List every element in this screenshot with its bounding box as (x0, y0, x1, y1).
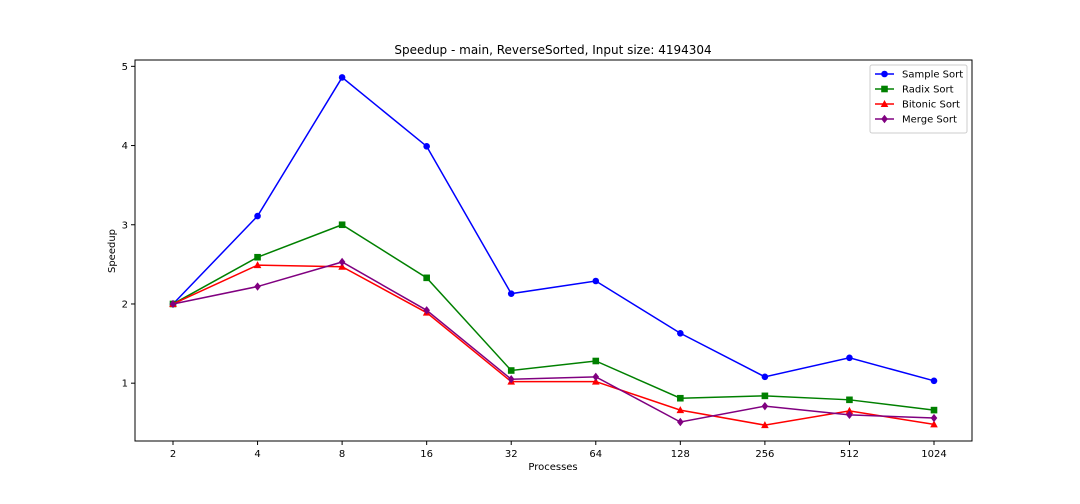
y-tick-label: 4 (122, 141, 128, 152)
bitonic-sort-series (169, 261, 938, 429)
plot-area-frame (134, 59, 973, 442)
sample-sort-point (254, 212, 261, 220)
legend-label-radix-sort: Radix Sort (902, 85, 954, 96)
merge-sort-point (254, 282, 261, 291)
x-tick-label: 16 (420, 449, 433, 460)
bitonic-sort-point (845, 406, 854, 414)
merge-sort-point (423, 306, 430, 315)
merge-sort-point (338, 257, 346, 267)
legend-label-sample-sort: Sample Sort (902, 70, 963, 81)
bitonic-sort-point (591, 377, 600, 385)
bitonic-sort-point (253, 261, 262, 269)
y-tick-label: 5 (122, 62, 128, 73)
bitonic-sort-point (338, 262, 346, 270)
merge-sort-point (592, 372, 600, 382)
sample-sort-point (761, 373, 769, 381)
merge-sort-point (677, 417, 684, 427)
x-axis-label: Processes (528, 462, 577, 473)
x-tick-label: 256 (755, 449, 774, 460)
sample-sort-series (169, 74, 938, 385)
merge-sort-series (169, 257, 938, 427)
legend-marker-radix-sort (881, 85, 888, 93)
legend-label-merge-sort: Merge Sort (902, 115, 957, 126)
radix-sort-point (423, 274, 430, 282)
legend-marker-bitonic-sort (880, 100, 889, 107)
bitonic-sort-point (676, 406, 685, 414)
x-tick-label: 128 (671, 449, 690, 460)
y-axis-label: Speedup (107, 229, 118, 273)
sample-sort-line (172, 76, 935, 382)
legend-label-bitonic-sort: Bitonic Sort (902, 100, 960, 111)
legend-marker-sample-sort (881, 70, 888, 78)
sample-sort-point (507, 290, 515, 297)
y-axis: 1 2 3 4 5 (122, 62, 135, 390)
sample-sort-point (677, 329, 684, 337)
x-tick-label: 1024 (921, 449, 946, 460)
x-tick-label: 2 (170, 449, 176, 460)
legend: Sample Sort Radix Sort Bitonic Sort Merge S… (869, 64, 968, 134)
y-tick-label: 1 (122, 379, 128, 390)
radix-sort-point (338, 221, 346, 229)
merge-sort-point (930, 413, 938, 423)
merge-sort-point (169, 299, 177, 309)
x-axis: 2 4 8 16 32 64 128 256 512 1024 (170, 441, 947, 460)
x-tick-label: 8 (339, 449, 345, 460)
bitonic-sort-line (172, 264, 935, 426)
y-tick-label: 2 (122, 299, 128, 310)
merge-sort-point (507, 375, 515, 384)
radix-sort-point (254, 253, 261, 261)
sample-sort-point (846, 354, 853, 362)
radix-sort-line (172, 223, 935, 411)
sample-sort-point (930, 377, 938, 385)
x-tick-label: 32 (505, 449, 518, 460)
sample-sort-point (338, 74, 346, 81)
chart-title: Speedup - main, ReverseSorted, Input siz… (394, 43, 711, 57)
legend-marker-merge-sort (881, 114, 888, 124)
sample-sort-point (592, 277, 600, 285)
radix-sort-point (846, 396, 853, 404)
y-tick-label: 3 (122, 220, 128, 231)
radix-sort-point (930, 406, 938, 414)
x-tick-label: 512 (840, 449, 859, 460)
x-tick-label: 64 (589, 449, 602, 460)
merge-sort-point (761, 401, 769, 411)
bitonic-sort-point (761, 421, 769, 429)
radix-sort-series (169, 221, 938, 414)
radix-sort-point (592, 357, 600, 365)
merge-sort-point (846, 410, 853, 420)
x-tick-label: 4 (254, 449, 260, 460)
radix-sort-point (507, 367, 515, 374)
bitonic-sort-point (930, 420, 938, 428)
radix-sort-point (677, 394, 684, 402)
legend-box (869, 64, 968, 134)
sample-sort-point (423, 143, 430, 150)
merge-sort-line (172, 261, 935, 423)
radix-sort-point (761, 392, 769, 400)
series-layer (169, 74, 938, 429)
